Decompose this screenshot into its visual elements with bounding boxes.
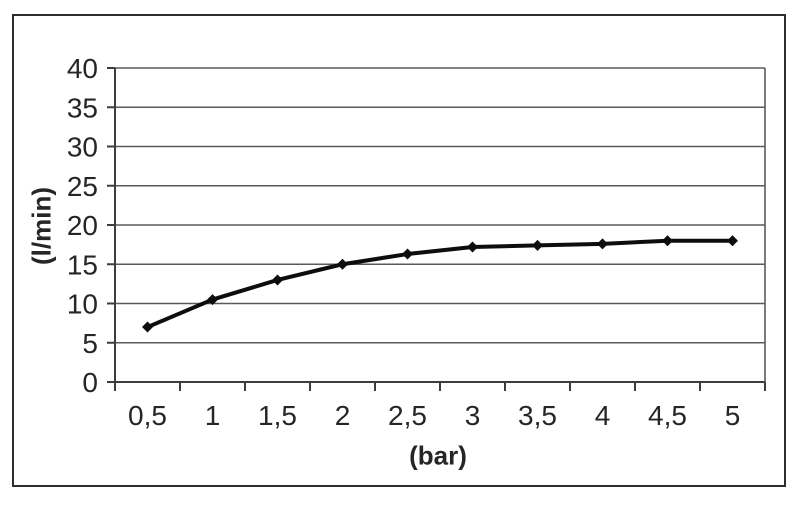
data-point-marker xyxy=(467,241,478,253)
y-tick-label: 10 xyxy=(67,289,98,320)
data-point-marker xyxy=(142,321,153,333)
chart-frame xyxy=(12,14,786,487)
x-tick-label: 1,5 xyxy=(258,400,297,431)
data-point-marker xyxy=(532,239,543,251)
data-point-marker xyxy=(597,238,608,250)
x-tick-label: 4,5 xyxy=(648,400,687,431)
data-point-marker xyxy=(272,274,283,286)
data-point-marker xyxy=(402,248,413,260)
data-point-marker xyxy=(727,235,738,247)
y-tick-label: 35 xyxy=(67,92,98,123)
x-tick-label: 4 xyxy=(595,400,611,431)
data-point-marker xyxy=(207,294,218,306)
data-point-marker xyxy=(662,235,673,247)
y-tick-label: 15 xyxy=(67,249,98,280)
x-tick-label: 5 xyxy=(725,400,741,431)
x-tick-label: 0,5 xyxy=(128,400,167,431)
y-tick-label: 40 xyxy=(67,53,98,84)
y-tick-label: 5 xyxy=(82,328,98,359)
x-tick-label: 3,5 xyxy=(518,400,557,431)
series-line xyxy=(145,238,735,330)
y-tick-label: 0 xyxy=(82,367,98,398)
x-axis-title: (bar) xyxy=(409,440,467,471)
x-tick-label: 2,5 xyxy=(388,400,427,431)
y-tick-label: 20 xyxy=(67,210,98,241)
y-tick-label: 30 xyxy=(67,132,98,163)
y-tick-label: 25 xyxy=(67,171,98,202)
y-axis-title: (l/min) xyxy=(26,187,57,265)
x-tick-label: 2 xyxy=(335,400,351,431)
x-tick-label: 3 xyxy=(465,400,481,431)
data-point-marker xyxy=(337,258,348,270)
x-tick-label: 1 xyxy=(205,400,221,431)
